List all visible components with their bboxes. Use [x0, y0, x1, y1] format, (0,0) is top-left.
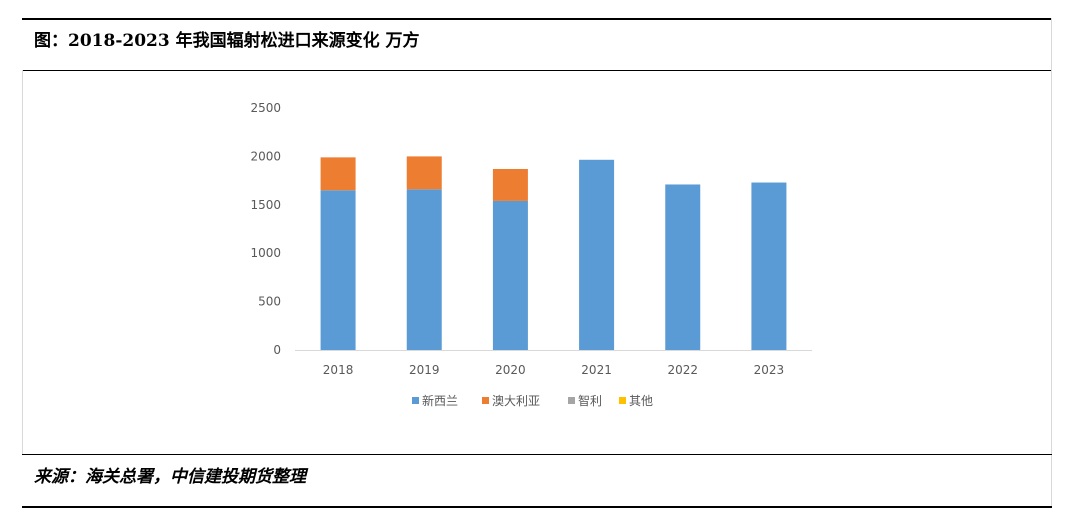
legend-label: 澳大利亚: [492, 394, 540, 408]
y-tick-label: 2500: [250, 101, 281, 115]
bar-2020-新西兰: [492, 200, 528, 350]
legend-swatch-新西兰: [412, 397, 419, 404]
bar-2020-澳大利亚: [492, 168, 528, 201]
y-tick-label: 1000: [250, 246, 281, 260]
y-tick-label: 1500: [250, 198, 281, 212]
bar-2018-澳大利亚: [320, 157, 356, 191]
left-border: [22, 70, 23, 454]
bottom-rule: [22, 506, 1052, 508]
bar-2018-新西兰: [320, 190, 356, 350]
legend-label: 智利: [578, 393, 602, 408]
source-note: 来源：海关总署，中信建投期货整理: [34, 467, 306, 487]
x-tick-label: 2023: [754, 363, 785, 377]
figure-frame: 图：2018-2023 年我国辐射松进口来源变化 万方 0 500 1000 1500…: [22, 18, 1052, 508]
x-tick-label: 2019: [409, 363, 440, 377]
y-tick-label: 500: [258, 295, 281, 309]
legend-swatch-智利: [568, 397, 575, 404]
y-tick-label: 2000: [250, 149, 281, 163]
figure-title: 图：2018-2023 年我国辐射松进口来源变化 万方: [34, 31, 420, 51]
bar-2022-新西兰: [665, 184, 701, 350]
bar-2021-新西兰: [579, 159, 615, 350]
x-tick-label: 2018: [323, 363, 354, 377]
bar-2023-新西兰: [751, 182, 787, 350]
bar-chart: 0 500 1000 1500 2000 2500 2018 2019 2020 2021 2022…: [250, 101, 812, 408]
x-tick-label: 2022: [667, 363, 698, 377]
legend-swatch-澳大利亚: [482, 397, 489, 404]
source-rule: [22, 454, 1052, 455]
title-rule: [22, 70, 1052, 71]
legend-label: 新西兰: [422, 393, 458, 408]
x-tick-label: 2020: [495, 363, 526, 377]
top-rule: [22, 18, 1052, 20]
x-tick-label: 2021: [581, 363, 612, 377]
legend-swatch-其他: [619, 397, 626, 404]
y-tick-label: 0: [273, 343, 281, 357]
right-border: [1051, 18, 1052, 508]
bar-2019-澳大利亚: [406, 156, 442, 190]
bar-2019-新西兰: [406, 189, 442, 350]
legend-label: 其他: [629, 394, 653, 408]
